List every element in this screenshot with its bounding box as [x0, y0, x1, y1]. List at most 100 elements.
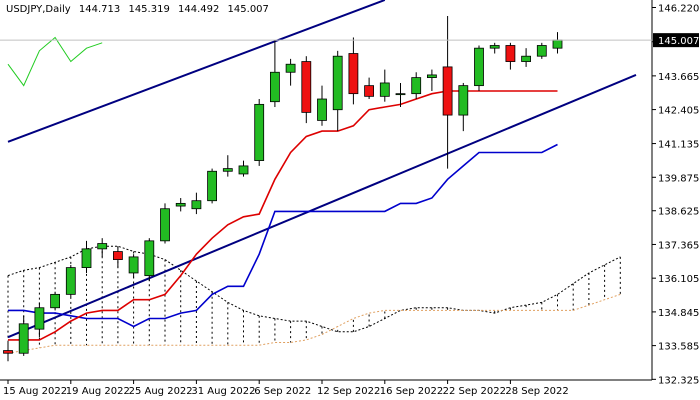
candle-30	[474, 45, 484, 91]
symbol-header: USDJPY,Daily 144.713 145.319 144.492 145…	[6, 4, 274, 15]
candle-body-19	[301, 61, 312, 113]
candle-12	[191, 192, 202, 215]
candle-34	[536, 42, 547, 59]
candle-16	[254, 99, 265, 166]
tenkan-sen-line	[8, 143, 558, 328]
candle-27	[426, 69, 437, 91]
candle-body-9	[144, 240, 155, 277]
candle-body-25	[395, 93, 406, 96]
symbol-name: USDJPY,Daily	[6, 4, 71, 15]
candle-32	[505, 42, 516, 70]
candle-20	[317, 85, 327, 126]
candle-body-11	[175, 202, 186, 207]
candle-24	[379, 69, 390, 102]
candle-2	[34, 302, 45, 338]
price-tick-label-8: 136.105	[658, 274, 699, 285]
candle-1	[18, 315, 29, 356]
candle-18	[285, 58, 296, 86]
candle-9	[144, 238, 155, 281]
candle-body-17	[269, 71, 280, 103]
candle-body-7	[113, 251, 123, 260]
candle-25	[395, 82, 406, 108]
date-tick-label-3: 31 Aug 2022	[191, 386, 255, 397]
current-price-tag	[653, 33, 699, 48]
date-tick-label-5: 12 Sep 2022	[317, 386, 380, 397]
candle-body-5	[81, 248, 92, 269]
chikou-span-line	[7, 36, 103, 87]
senkou-span-b	[7, 293, 621, 354]
candle-body-29	[458, 85, 469, 116]
candle-11	[175, 198, 186, 212]
price-tick-label-7: 137.365	[658, 240, 699, 251]
low-value: 144.492	[178, 4, 220, 15]
price-tick-label-9: 134.845	[658, 308, 699, 319]
date-tick-label-6: 16 Sep 2022	[380, 386, 443, 397]
candle-14	[222, 155, 233, 177]
candle-13	[207, 168, 218, 204]
candle-body-32	[505, 45, 516, 62]
senkou-span-a	[7, 245, 621, 333]
candle-23	[364, 77, 375, 100]
trend-channel	[7, 0, 637, 339]
date-tick-label-4: 6 Sep 2022	[254, 386, 311, 397]
candle-body-33	[521, 55, 531, 62]
date-tick-label-7: 22 Sep 2022	[443, 386, 506, 397]
candle-body-10	[160, 208, 170, 242]
date-tick-label-0: 15 Aug 2022	[3, 386, 67, 397]
candle-body-4	[65, 267, 76, 295]
candle-body-2	[34, 307, 45, 330]
current-price-text: 145.007	[658, 36, 699, 47]
candle-body-6	[97, 243, 108, 250]
candle-4	[65, 264, 76, 298]
candle-body-34	[536, 45, 547, 57]
price-tick-label-4: 141.135	[658, 140, 699, 151]
price-tick-label-3: 142.405	[658, 106, 699, 117]
open-value: 144.713	[78, 4, 121, 15]
channel-lower-line	[7, 74, 637, 339]
date-tick-label-2: 25 Aug 2022	[129, 386, 193, 397]
candle-33	[521, 48, 531, 67]
candle-35	[552, 32, 563, 54]
candle-body-21	[332, 55, 343, 111]
price-tick-label-2: 143.665	[658, 72, 699, 83]
date-tick-label-1: 19 Aug 2022	[66, 386, 130, 397]
candle-body-0	[3, 350, 13, 354]
candle-body-18	[285, 63, 296, 73]
candle-body-23	[364, 85, 375, 97]
candle-19	[301, 56, 312, 124]
candle-body-1	[18, 323, 29, 354]
high-value: 145.319	[128, 4, 170, 15]
candle-body-31	[489, 45, 500, 49]
price-tick-label-11: 132.325	[658, 375, 699, 386]
candle-body-13	[207, 170, 218, 202]
candle-31	[489, 42, 500, 54]
candle-body-27	[426, 74, 437, 79]
candle-8	[128, 254, 139, 279]
candle-body-12	[191, 200, 202, 210]
candle-body-14	[222, 168, 233, 172]
candle-body-20	[317, 98, 327, 121]
candle-body-30	[474, 47, 484, 87]
close-value: 145.007	[227, 4, 269, 15]
candle-10	[160, 203, 170, 244]
candle-body-26	[411, 77, 422, 95]
candle-28	[442, 16, 453, 169]
price-tick-label-10: 133.585	[658, 342, 699, 353]
candle-3	[50, 291, 60, 311]
candle-body-28	[442, 66, 453, 116]
candle-body-8	[128, 256, 139, 274]
price-tick-label-5: 139.875	[658, 173, 699, 184]
candle-body-16	[254, 103, 265, 161]
candle-6	[97, 238, 108, 257]
candle-body-24	[379, 82, 390, 97]
price-tick-label-6: 138.625	[658, 207, 699, 218]
ichimoku-cloud	[7, 245, 621, 354]
candle-22	[348, 37, 359, 105]
date-tick-label-8: 28 Sep 2022	[505, 386, 568, 397]
channel-upper-line	[7, 0, 386, 143]
candle-29	[458, 82, 469, 132]
candle-21	[332, 50, 343, 132]
